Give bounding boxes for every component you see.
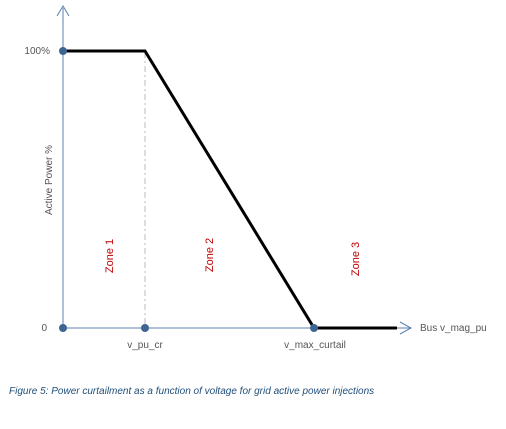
y-tick-label-0: 0	[41, 323, 47, 334]
y-axis-label: Active Power %	[44, 145, 55, 215]
marker-v-max-curtail	[310, 324, 318, 332]
marker-v-pu-cr	[141, 324, 149, 332]
x-tick-label-v-pu-cr: v_pu_cr	[127, 340, 163, 351]
zone-2-label: Zone 2	[204, 238, 216, 272]
x-axis-arrow	[399, 321, 413, 335]
series-line	[63, 49, 397, 330]
marker-100pct	[59, 47, 67, 55]
y-tick-label-100: 100%	[24, 46, 50, 57]
figure-caption: Figure 5: Power curtailment as a functio…	[9, 386, 375, 397]
zone-1-label: Zone 1	[104, 239, 116, 273]
x-tick-label-v-max-curtail: v_max_curtail	[284, 340, 346, 351]
zone-3-label: Zone 3	[350, 242, 362, 276]
x-axis-label: Bus v_mag_pu	[420, 323, 487, 334]
y-axis-arrow	[56, 5, 70, 17]
marker-origin	[59, 324, 67, 332]
